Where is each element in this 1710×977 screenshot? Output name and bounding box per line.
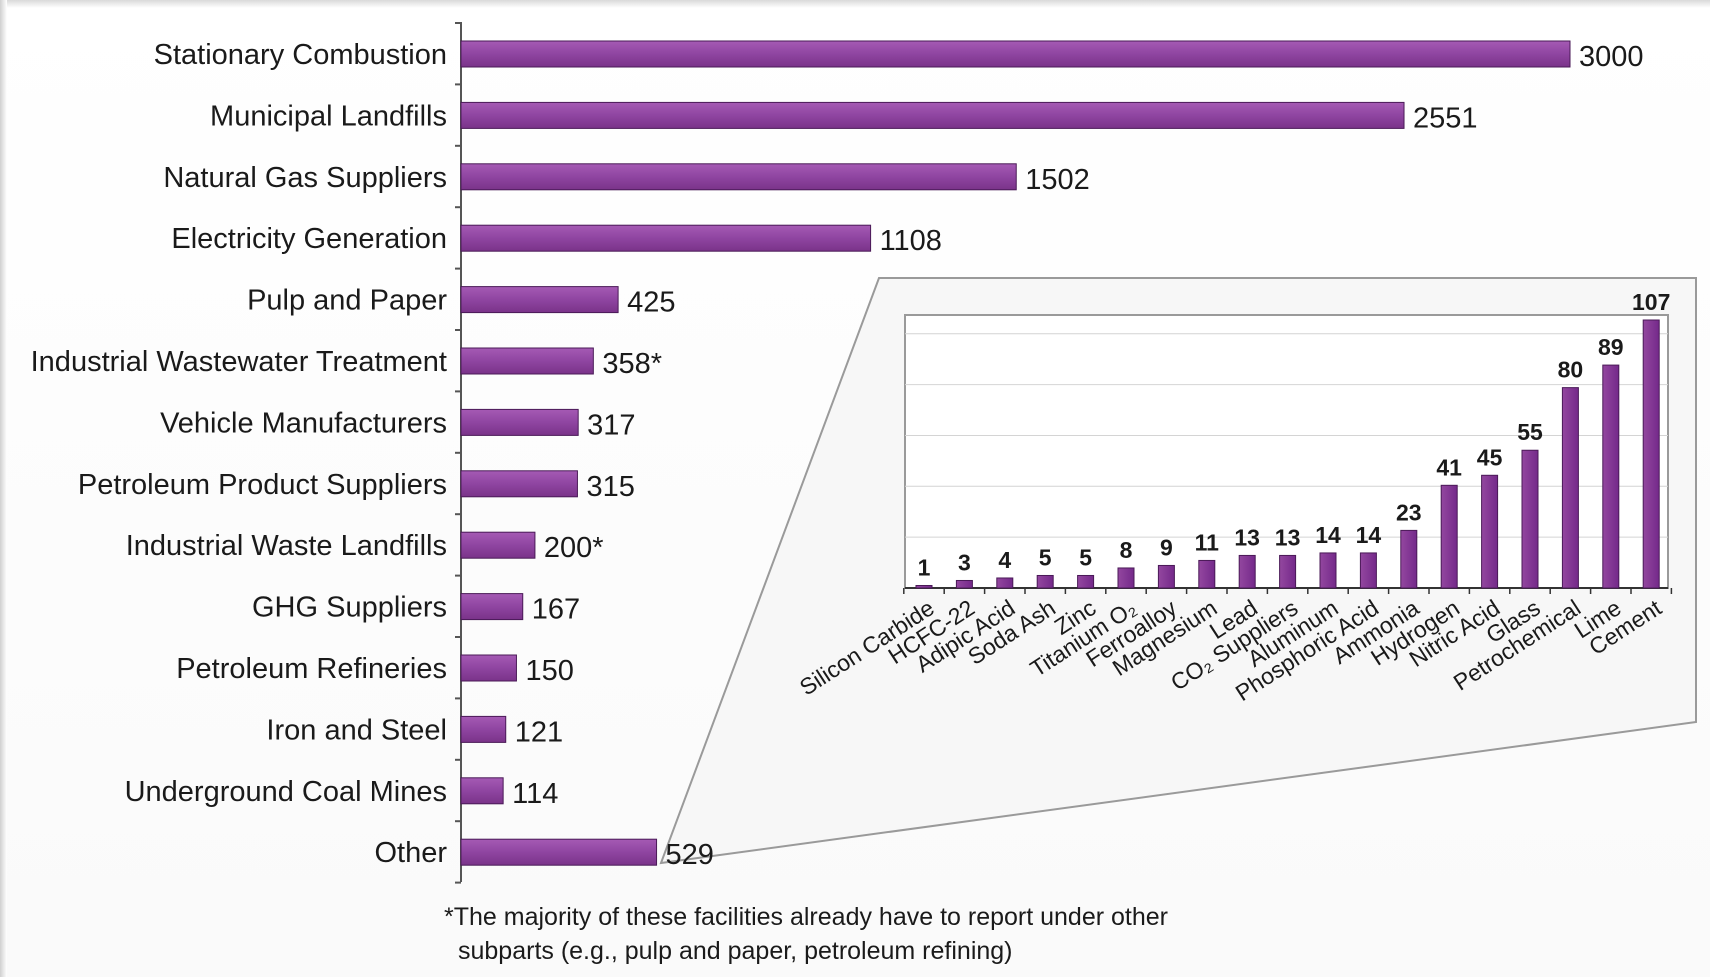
main-bar-vehicle-manufacturers <box>460 408 579 436</box>
inset-value-label: 4 <box>998 547 1011 573</box>
inset-value-label: 5 <box>1079 544 1092 570</box>
main-value-label: 1502 <box>1025 164 1090 196</box>
main-category-label: Petroleum Product Suppliers <box>78 469 447 501</box>
main-category-label: GHG Suppliers <box>252 592 447 624</box>
inset-bar-petrochemical <box>1561 387 1579 589</box>
main-axis-ticks <box>455 22 461 884</box>
inset-bar-titanium-o <box>1117 567 1135 589</box>
main-bar-ghg-suppliers <box>460 593 524 621</box>
inset-bar-magnesium <box>1198 559 1216 589</box>
frame-top-edge <box>0 0 1710 8</box>
footnote-line-1: *The majority of these facilities alread… <box>444 903 1168 931</box>
main-value-labels: 3000255115021108425358*317315200*1671501… <box>512 41 1643 871</box>
main-value-label: 425 <box>627 287 675 319</box>
inset-value-label: 8 <box>1120 537 1133 563</box>
main-value-label: 150 <box>525 655 573 687</box>
inset-bar-glass <box>1521 449 1539 589</box>
inset-bar-silicon-carbide <box>915 584 933 589</box>
main-bar-municipal-landfills <box>460 101 1405 129</box>
main-category-label: Industrial Wastewater Treatment <box>31 346 447 378</box>
inset-value-label: 5 <box>1039 544 1052 570</box>
main-bar-chart: Stationary Combustion Municipal Landfills… <box>31 22 1644 884</box>
main-bar-underground-coal-mines <box>460 777 504 805</box>
main-bar-other <box>460 838 658 866</box>
main-category-label: Vehicle Manufacturers <box>160 407 447 439</box>
main-bar-natural-gas-suppliers <box>460 163 1017 191</box>
inset-value-label: 23 <box>1396 499 1422 525</box>
inset-bar-hcfc-22 <box>955 579 973 589</box>
inset-bar-adipic-acid <box>996 577 1014 589</box>
main-bar-iron-and-steel <box>460 715 507 743</box>
main-bars <box>460 40 1571 866</box>
inset-value-label: 41 <box>1436 454 1462 480</box>
inset-bar-aluminum <box>1319 552 1337 589</box>
footnote: *The majority of these facilities alread… <box>444 900 1204 968</box>
inset-value-label: 9 <box>1160 534 1173 560</box>
main-category-label: Iron and Steel <box>266 714 447 746</box>
main-bar-stationary-combustion <box>460 40 1571 68</box>
main-category-label: Petroleum Refineries <box>176 653 447 685</box>
main-bar-industrial-wastewater-treatment <box>460 347 594 375</box>
footnote-line-2: subparts (e.g., pulp and paper, petroleu… <box>458 937 1013 965</box>
inset-bars <box>915 319 1660 589</box>
inset-gridlines <box>905 333 1668 538</box>
main-category-label: Other <box>374 837 447 869</box>
inset-value-label: 13 <box>1275 524 1301 550</box>
main-value-label: 114 <box>512 778 558 810</box>
inset-bar-ferroalloy <box>1157 564 1175 589</box>
inset-axis-ticks <box>903 588 1673 594</box>
main-value-label: 358* <box>602 348 662 380</box>
main-value-label: 317 <box>587 409 635 441</box>
inset-value-label: 14 <box>1356 522 1382 548</box>
main-category-label: Underground Coal Mines <box>125 776 447 808</box>
inset-value-label: 1 <box>918 554 931 580</box>
main-value-label: 2551 <box>1413 102 1478 134</box>
main-category-label: Pulp and Paper <box>247 285 447 317</box>
inset-value-label: 80 <box>1558 357 1584 383</box>
main-value-label: 1108 <box>880 225 942 257</box>
inset-bar-hydrogen <box>1440 484 1458 589</box>
main-value-label: 529 <box>666 839 714 871</box>
inset-bar-cement <box>1642 319 1660 589</box>
inset-bar-phosphoric-acid <box>1359 552 1377 589</box>
main-category-label: Electricity Generation <box>171 223 447 255</box>
inset-bar-lime <box>1602 364 1620 589</box>
inset-value-label: 3 <box>958 549 971 575</box>
inset-bar-zinc <box>1077 574 1095 589</box>
inset-value-label: 45 <box>1477 444 1503 470</box>
inset-value-label: 107 <box>1632 289 1670 315</box>
main-bar-pulp-and-paper <box>460 286 619 314</box>
inset-bar-ammonia <box>1400 529 1418 589</box>
inset-plot-area <box>904 314 1669 589</box>
main-value-label: 121 <box>515 716 563 748</box>
main-value-label: 3000 <box>1579 41 1644 73</box>
main-bar-industrial-waste-landfills <box>460 531 536 559</box>
main-category-label: Industrial Waste Landfills <box>126 530 447 562</box>
inset-bar-soda-ash <box>1036 574 1054 589</box>
main-value-label: 167 <box>532 594 580 626</box>
main-category-label: Natural Gas Suppliers <box>163 162 447 194</box>
main-bar-petroleum-refineries <box>460 654 517 682</box>
main-value-label: 315 <box>586 471 634 503</box>
inset-value-label: 89 <box>1598 334 1624 360</box>
inset-bar-nitric-acid <box>1481 474 1499 589</box>
inset-value-label: 55 <box>1517 419 1543 445</box>
main-category-label: Municipal Landfills <box>210 100 447 132</box>
main-category-labels: Stationary Combustion Municipal Landfills… <box>31 39 448 869</box>
inset-bar-co-suppliers <box>1279 554 1297 589</box>
inset-value-label: 13 <box>1234 524 1260 550</box>
main-bar-electricity-generation <box>460 224 872 252</box>
main-category-label: Stationary Combustion <box>154 39 447 71</box>
frame-left-edge <box>0 0 7 977</box>
inset-value-label: 11 <box>1195 529 1220 555</box>
inset-bar-lead <box>1238 554 1256 589</box>
main-bar-petroleum-product-suppliers <box>460 470 578 498</box>
inset-value-label: 14 <box>1315 522 1341 548</box>
main-value-label: 200* <box>544 532 604 564</box>
